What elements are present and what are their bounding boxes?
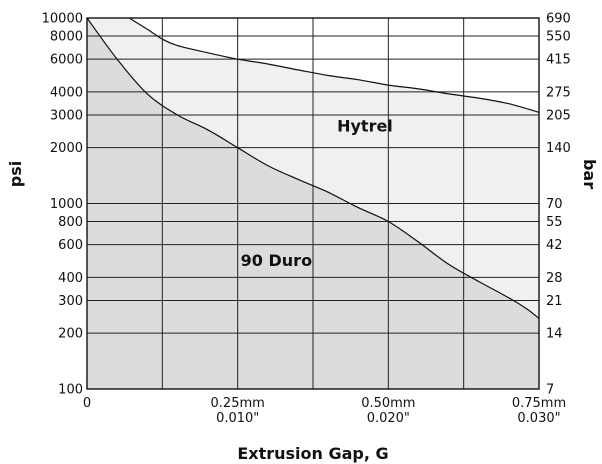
- y2-tick-label: 140: [546, 141, 571, 156]
- y-tick-label: 1000: [50, 197, 83, 212]
- y2-tick-label: 70: [546, 197, 563, 212]
- y-tick-label: 100: [58, 383, 83, 398]
- y-tick-label: 6000: [50, 53, 83, 68]
- x-tick-label-inch: 0.030": [517, 411, 560, 426]
- y-tick-label: 8000: [50, 29, 83, 44]
- region-labels: Hytrel 90 Duro: [241, 116, 393, 270]
- y-tick-label: 200: [58, 327, 83, 342]
- y2-tick-label: 275: [546, 85, 571, 100]
- y2-tick-label: 690: [546, 12, 571, 27]
- y-axis-title: psi: [6, 161, 25, 187]
- x-tick-label-inch: 0.010": [216, 411, 259, 426]
- y2-tick-label: 550: [546, 29, 571, 44]
- y2-tick-label: 14: [546, 327, 563, 342]
- curve-hytrel: [128, 17, 540, 113]
- y-tick-label: 400: [58, 271, 83, 286]
- y-tick-label: 2000: [50, 141, 83, 156]
- x-axis-title: Extrusion Gap, G: [237, 444, 388, 463]
- y-tick-label: 800: [58, 215, 83, 230]
- y-tick-label: 10000: [42, 12, 83, 27]
- y2-tick-label: 415: [546, 53, 571, 68]
- y2-tick-label: 7: [546, 383, 554, 398]
- y2-tick-label: 28: [546, 271, 563, 286]
- y2-axis-title: bar: [580, 159, 599, 189]
- x-tick-label: 0: [83, 396, 91, 411]
- y-tick-label: 300: [58, 294, 83, 309]
- x-tick-label: 0.75mm: [512, 396, 566, 411]
- x-tick-label: 0.50mm: [361, 396, 415, 411]
- y-tick-label: 4000: [50, 85, 83, 100]
- grid-lines: [87, 17, 539, 390]
- y-tick-label: 3000: [50, 108, 83, 123]
- region-label-90-duro: 90 Duro: [241, 251, 312, 270]
- x-tick-label: 0.25mm: [211, 396, 265, 411]
- series-curves: [86, 17, 540, 319]
- x-tick-label-inch: 0.020": [367, 411, 410, 426]
- y-tick-label: 600: [58, 238, 83, 253]
- plot-frame: [86, 17, 540, 390]
- curve-90-duro: [86, 17, 540, 319]
- region-label-hytrel: Hytrel: [337, 116, 393, 135]
- y2-tick-label: 21: [546, 294, 563, 309]
- y2-tick-label: 205: [546, 108, 571, 123]
- y2-tick-label: 42: [546, 238, 563, 253]
- y2-tick-label: 55: [546, 215, 563, 230]
